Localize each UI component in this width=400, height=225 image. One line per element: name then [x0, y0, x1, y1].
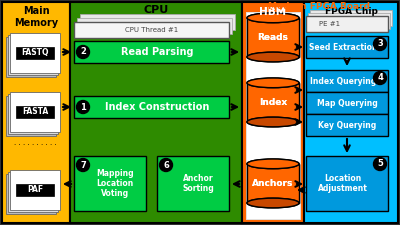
Bar: [10, 92, 60, 132]
Text: FASTQ: FASTQ: [21, 49, 49, 58]
Bar: [157, 156, 229, 211]
Text: Index Querying: Index Querying: [310, 76, 376, 86]
Text: CPU: CPU: [143, 5, 169, 15]
Bar: [70, 2, 242, 223]
Text: Anchors: Anchors: [252, 179, 294, 188]
Bar: [74, 22, 229, 38]
Circle shape: [76, 45, 90, 58]
Bar: [10, 170, 60, 210]
Bar: [6, 37, 56, 77]
Bar: [246, 12, 300, 219]
Text: 6: 6: [163, 160, 169, 169]
Bar: [306, 36, 388, 58]
Text: 4: 4: [377, 74, 383, 83]
Bar: [247, 18, 299, 57]
Bar: [80, 14, 235, 30]
Ellipse shape: [247, 78, 299, 88]
Bar: [304, 2, 398, 223]
Text: 2: 2: [80, 47, 86, 56]
Ellipse shape: [247, 13, 299, 23]
Bar: [306, 156, 388, 211]
Bar: [306, 16, 388, 32]
Ellipse shape: [247, 78, 299, 88]
Text: Location
Adjustment: Location Adjustment: [318, 174, 368, 193]
Bar: [306, 70, 388, 92]
Text: Anchor
Sorting: Anchor Sorting: [182, 174, 214, 193]
Text: Read Parsing: Read Parsing: [121, 47, 194, 57]
Bar: [247, 83, 299, 122]
Circle shape: [374, 38, 386, 50]
Text: Key Querying: Key Querying: [318, 121, 376, 130]
Text: HBM: HBM: [260, 7, 286, 17]
Bar: [306, 92, 388, 114]
Bar: [74, 96, 229, 118]
Text: 3: 3: [377, 40, 383, 49]
Text: Reads: Reads: [258, 33, 288, 42]
Bar: [74, 41, 229, 63]
Bar: [2, 2, 70, 223]
Ellipse shape: [247, 198, 299, 208]
Ellipse shape: [247, 117, 299, 127]
Text: Index: Index: [259, 98, 287, 107]
Text: Index: Index: [259, 98, 287, 107]
Text: Main
Memory: Main Memory: [14, 6, 58, 28]
Bar: [246, 12, 300, 219]
Bar: [306, 114, 388, 136]
Bar: [310, 10, 392, 26]
Text: Reads: Reads: [258, 33, 288, 42]
Bar: [308, 13, 390, 29]
Bar: [8, 172, 58, 212]
Ellipse shape: [247, 13, 299, 23]
Circle shape: [160, 158, 172, 171]
Text: Map Querying: Map Querying: [317, 99, 377, 108]
Text: FPGA Chip: FPGA Chip: [324, 7, 378, 16]
Text: PAF: PAF: [27, 185, 43, 194]
Bar: [6, 174, 56, 214]
Ellipse shape: [247, 52, 299, 62]
Circle shape: [374, 158, 386, 171]
Bar: [77, 18, 232, 34]
Text: Mapping
Location
Voting: Mapping Location Voting: [96, 169, 134, 198]
Text: Modern FPGA Board: Modern FPGA Board: [268, 2, 370, 11]
Bar: [10, 33, 60, 73]
Bar: [16, 47, 54, 59]
Bar: [242, 2, 304, 223]
Ellipse shape: [247, 159, 299, 169]
Text: PE #M: PE #M: [323, 15, 345, 21]
Text: FASTA: FASTA: [22, 108, 48, 117]
Bar: [8, 94, 58, 134]
Text: HBM: HBM: [260, 7, 286, 17]
Text: Seed Extraction: Seed Extraction: [309, 43, 377, 52]
Text: CPU Thread #2: CPU Thread #2: [128, 23, 181, 29]
Bar: [16, 106, 54, 118]
Text: PE #2: PE #2: [322, 18, 342, 24]
Circle shape: [374, 72, 386, 85]
Text: Index Construction: Index Construction: [105, 102, 210, 112]
Bar: [247, 18, 299, 57]
Text: CPU Thread #1: CPU Thread #1: [125, 27, 178, 33]
Circle shape: [76, 101, 90, 113]
Text: PE #1: PE #1: [320, 21, 340, 27]
Bar: [6, 96, 56, 136]
Bar: [16, 184, 54, 196]
Text: Anchors: Anchors: [252, 179, 294, 188]
Ellipse shape: [247, 117, 299, 127]
Ellipse shape: [247, 52, 299, 62]
Text: 7: 7: [80, 160, 86, 169]
Bar: [247, 83, 299, 122]
Text: CPU Thread #N: CPU Thread #N: [130, 19, 184, 25]
Bar: [242, 2, 304, 223]
Bar: [74, 156, 146, 211]
Text: 5: 5: [377, 160, 383, 169]
Bar: [247, 164, 299, 203]
Bar: [242, 2, 398, 223]
Ellipse shape: [247, 198, 299, 208]
Bar: [247, 164, 299, 203]
Text: · · · · · · · · · ·: · · · · · · · · · ·: [14, 142, 56, 148]
Ellipse shape: [247, 159, 299, 169]
Text: 1: 1: [80, 103, 86, 112]
Bar: [8, 35, 58, 75]
Circle shape: [76, 158, 90, 171]
